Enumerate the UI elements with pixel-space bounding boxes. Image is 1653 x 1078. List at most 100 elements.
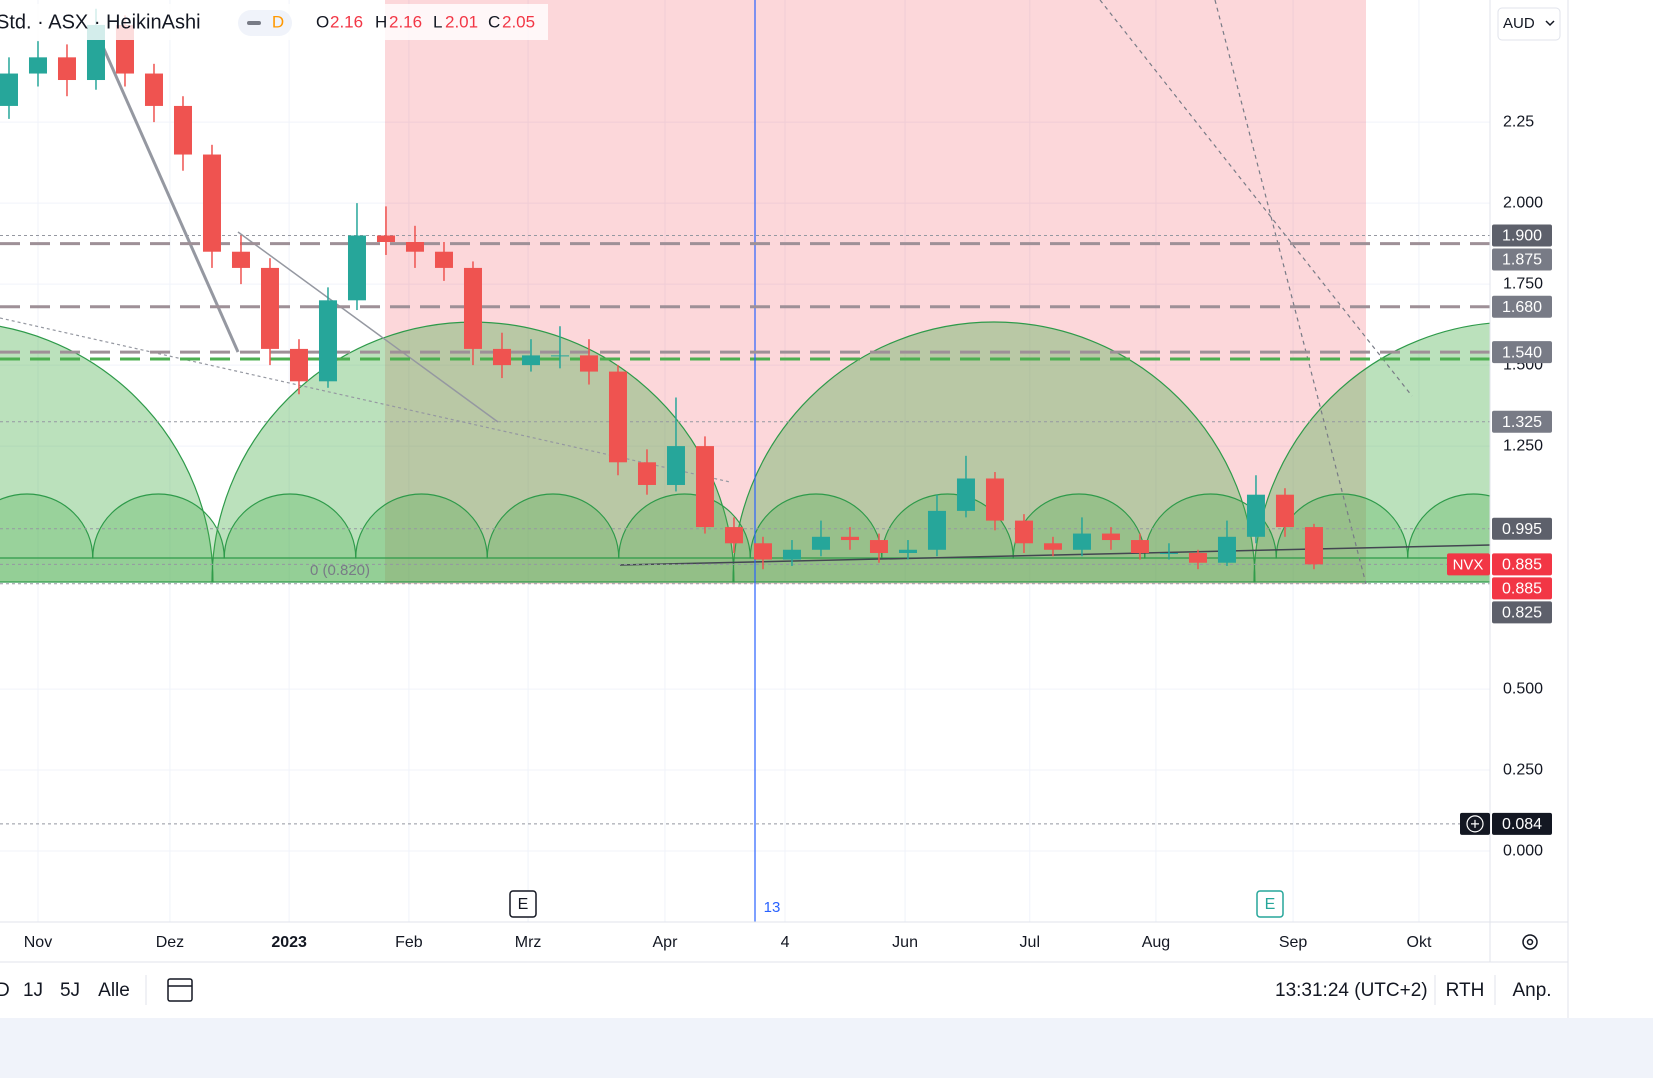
drawings <box>0 0 1490 922</box>
range-button[interactable]: 1J <box>23 980 43 1001</box>
price-badge <box>1492 812 1552 835</box>
candle-body <box>434 251 453 268</box>
symbol-badge <box>1447 553 1490 576</box>
price-badge-label: 0.825 <box>1502 605 1542 622</box>
candle-body <box>695 446 714 528</box>
price-badge <box>1492 410 1552 433</box>
price-badge-label: 1.680 <box>1502 299 1542 316</box>
candle-body <box>985 478 1004 521</box>
price-badge <box>1492 341 1552 364</box>
y-tick-label: 2.25 <box>1503 113 1534 130</box>
earnings-label: E <box>1265 896 1276 913</box>
fib-label: 0 (0.820) <box>310 562 370 579</box>
calendar-icon[interactable] <box>167 978 193 1002</box>
small-arc <box>1407 493 1490 559</box>
candle-body <box>637 462 656 485</box>
candle-body <box>202 154 221 252</box>
candle-body <box>521 355 540 366</box>
x-tick-label: Jun <box>892 934 918 951</box>
range-button[interactable]: 5J <box>60 980 80 1001</box>
price-badge-label: 1.900 <box>1502 228 1542 245</box>
vertical-label: 13 <box>764 899 781 916</box>
price-badge-label: 1.540 <box>1502 344 1542 361</box>
interval: D <box>272 12 284 31</box>
candle-body <box>492 348 511 366</box>
price-badge-label: 0.885 <box>1502 581 1542 598</box>
candle-body <box>1130 540 1149 554</box>
price-badge <box>1492 224 1552 247</box>
ohlc: O 2.16 H 2.16 L 2.01 C 2.05 <box>316 12 535 31</box>
x-tick-label: Sep <box>1279 934 1308 951</box>
candle-body <box>1101 533 1120 541</box>
ohlc-key: L <box>433 12 442 31</box>
trend-line <box>0 317 731 483</box>
interval-pill[interactable] <box>238 10 292 36</box>
date-range-shade <box>385 0 1366 584</box>
price-badge-label: 0.995 <box>1502 521 1542 538</box>
candle-body <box>1014 520 1033 544</box>
currency-button[interactable] <box>1497 7 1561 41</box>
x-tick-label: Jul <box>1020 934 1040 951</box>
candle-body <box>289 348 308 382</box>
candle-body <box>811 536 830 550</box>
candle-body <box>840 536 859 541</box>
range-button[interactable]: D <box>0 980 10 1001</box>
x-tick-label: Okt <box>1407 934 1432 951</box>
earnings-marker[interactable] <box>1256 890 1284 918</box>
price-badge-label: 1.325 <box>1502 414 1542 431</box>
candle-body <box>1159 553 1178 555</box>
ohlc-key: C <box>488 12 500 31</box>
price-badge-label: 0.084 <box>1502 816 1542 833</box>
x-tick-label: 2023 <box>271 934 307 951</box>
candle-body <box>898 549 917 554</box>
candle-body <box>1188 553 1207 563</box>
candle-body <box>405 242 424 252</box>
clock: 13:31:24 (UTC+2) <box>1275 980 1428 1001</box>
price-badge-label: 1.875 <box>1502 252 1542 269</box>
range-buttons: D 1J 5J Alle <box>0 980 130 1001</box>
candle-body <box>1246 494 1265 537</box>
candle-body <box>231 251 250 268</box>
candle-body <box>869 540 888 554</box>
y-tick-label: 2.000 <box>1503 194 1543 211</box>
y-tick-label: 0.500 <box>1503 680 1543 697</box>
ohlc-value: 2.01 <box>445 12 478 31</box>
candle-body <box>579 355 598 372</box>
small-arc <box>92 493 225 559</box>
price-badge <box>1492 517 1552 540</box>
candle-body <box>724 527 743 544</box>
x-tick-label: Feb <box>395 934 423 951</box>
ohlc-value: 2.16 <box>330 12 363 31</box>
candle-body <box>144 73 163 106</box>
candle-body <box>550 355 569 357</box>
y-tick-label: 0.000 <box>1503 842 1543 859</box>
candle-body <box>956 478 975 511</box>
earnings-marker[interactable] <box>509 890 537 918</box>
levels <box>0 235 1490 825</box>
price-badge-label: 0.885 <box>1502 557 1542 574</box>
trend-line <box>237 231 499 423</box>
candle-body <box>28 57 47 74</box>
settings-icon[interactable] <box>1522 934 1538 950</box>
small-arc <box>355 493 488 559</box>
pill-icon <box>247 21 261 25</box>
adjust[interactable]: Anp. <box>1512 980 1551 1001</box>
fib-arcs <box>0 321 1490 583</box>
chevron <box>1545 20 1555 27</box>
price-badge <box>1492 553 1552 576</box>
candle-body <box>318 300 337 382</box>
y-tick-label: 0.250 <box>1503 761 1543 778</box>
candle-body <box>1217 536 1236 563</box>
ohlc-key: H <box>375 12 387 31</box>
range-button[interactable]: Alle <box>98 980 130 1001</box>
ohlc-value: 2.05 <box>502 12 535 31</box>
x-tick-label: Apr <box>653 934 679 951</box>
price-badge <box>1492 601 1552 624</box>
candle-body <box>1072 533 1091 550</box>
y-tick-label: 1.750 <box>1503 275 1543 292</box>
small-arc <box>223 493 357 559</box>
ohlc-key: O <box>316 12 329 31</box>
candle-body <box>1275 494 1294 528</box>
session[interactable]: RTH <box>1446 980 1485 1001</box>
